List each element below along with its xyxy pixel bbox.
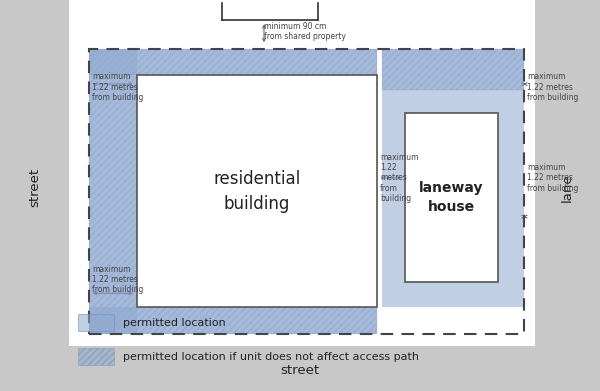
Bar	[89, 49, 524, 334]
Text: maximum
1.22 metres
from building: maximum 1.22 metres from building	[527, 72, 579, 102]
Text: laneway
house: laneway house	[419, 181, 484, 214]
Text: permitted location if unit does not affect access path: permitted location if unit does not affe…	[123, 352, 419, 362]
Bar	[382, 49, 524, 307]
Text: permitted location: permitted location	[123, 317, 226, 328]
Text: street: street	[28, 168, 41, 207]
Bar	[382, 49, 524, 90]
Text: street: street	[280, 364, 320, 377]
Text: maximum
1.22 metres
from building: maximum 1.22 metres from building	[527, 163, 579, 193]
Bar	[222, 0, 318, 20]
Bar	[78, 348, 114, 365]
Text: minimum 90 cm
from shared property: minimum 90 cm from shared property	[264, 22, 346, 41]
Text: maximum
1.22
metres
from
building: maximum 1.22 metres from building	[380, 152, 418, 203]
Bar	[89, 49, 137, 334]
Text: maximum
1.22 metres
from building: maximum 1.22 metres from building	[92, 265, 143, 294]
Bar	[535, 0, 600, 391]
Bar	[0, 0, 69, 391]
Bar	[89, 49, 377, 75]
Bar	[137, 75, 377, 307]
Text: lane: lane	[560, 173, 574, 202]
Bar	[0, 346, 600, 391]
Bar	[69, 20, 535, 346]
Bar	[405, 113, 498, 282]
Bar	[89, 49, 377, 334]
Text: maximum
1.22 metres
from building: maximum 1.22 metres from building	[92, 72, 143, 102]
Text: residential
building: residential building	[213, 170, 301, 212]
Bar	[89, 307, 377, 334]
Bar	[78, 314, 114, 332]
